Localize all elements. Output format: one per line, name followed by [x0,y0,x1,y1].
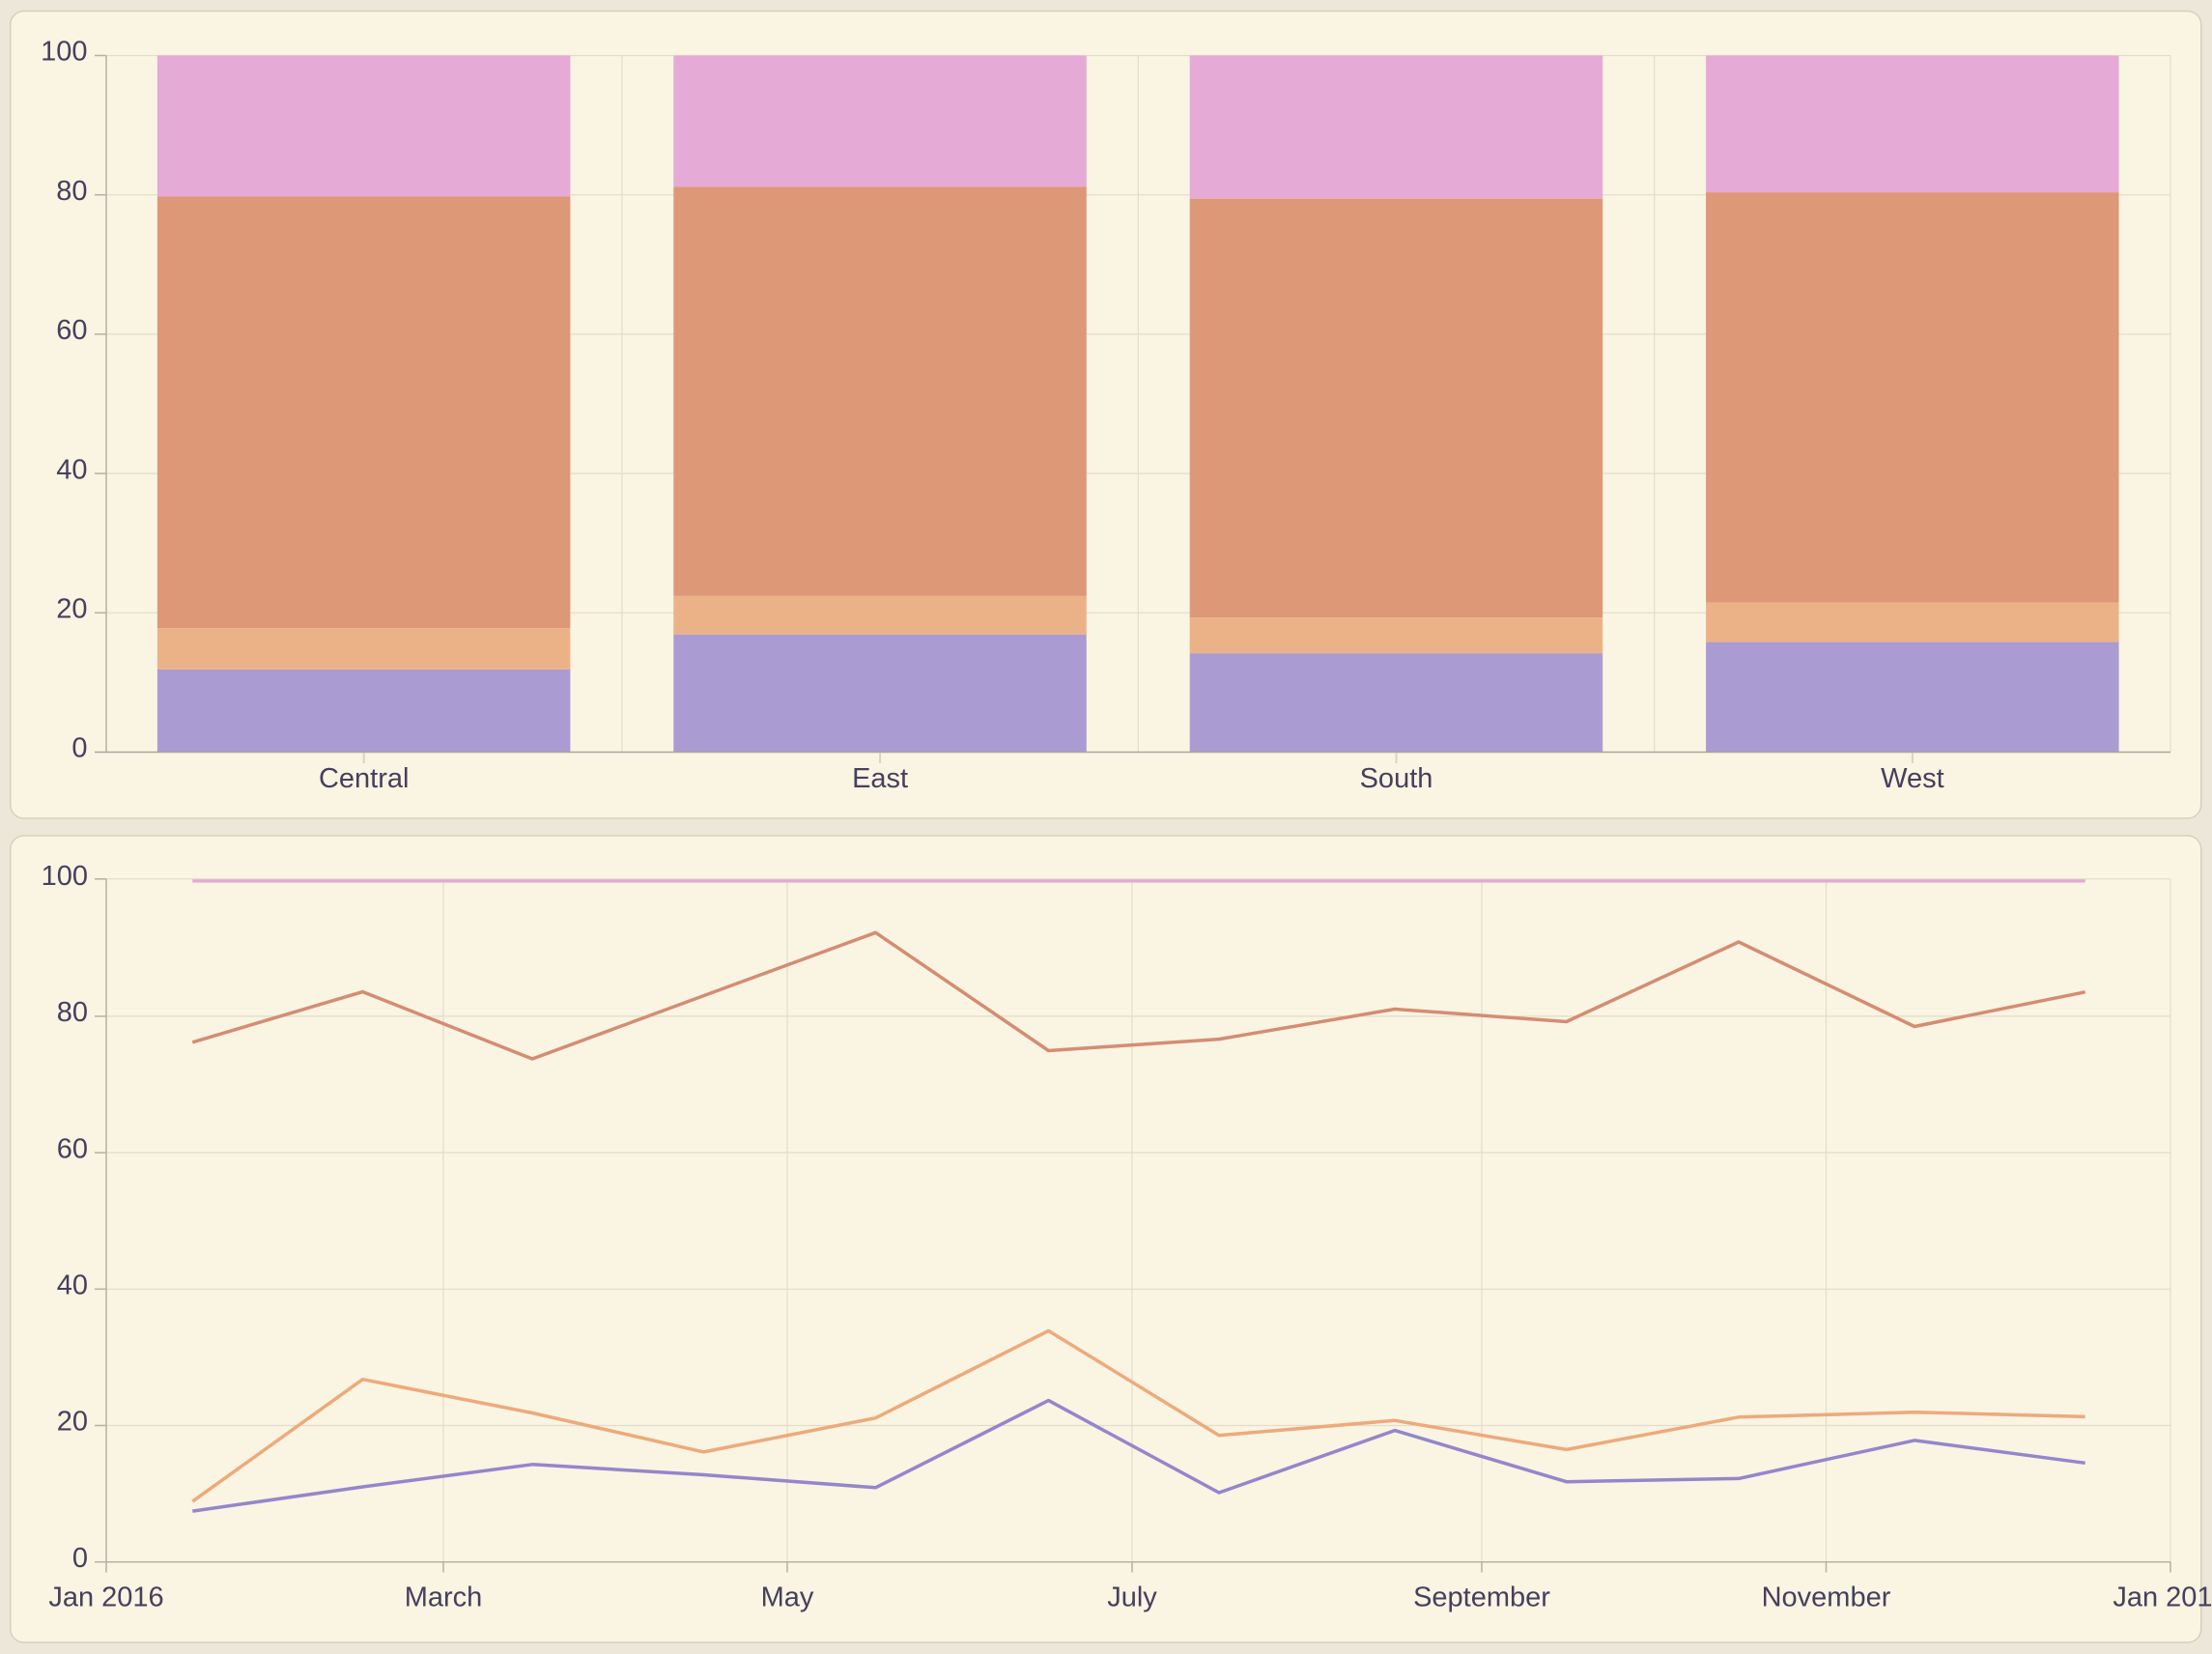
svg-text:0: 0 [71,733,87,764]
svg-text:July: July [1107,1583,1157,1613]
svg-text:Central: Central [319,763,410,794]
svg-text:60: 60 [57,1133,88,1164]
svg-text:100: 100 [42,861,88,892]
svg-text:Jan 2017: Jan 2017 [2113,1583,2212,1613]
svg-text:20: 20 [57,1407,88,1438]
svg-text:60: 60 [56,315,87,346]
svg-text:20: 20 [56,594,87,625]
svg-text:100: 100 [41,37,87,68]
svg-text:Jan 2016: Jan 2016 [48,1583,163,1613]
svg-text:November: November [1762,1583,1891,1613]
svg-text:South: South [1360,763,1433,794]
svg-text:80: 80 [57,997,88,1028]
svg-text:May: May [761,1583,814,1613]
svg-text:40: 40 [56,454,87,485]
svg-text:March: March [405,1583,483,1613]
svg-text:80: 80 [56,176,87,207]
svg-text:West: West [1881,763,1944,794]
svg-text:0: 0 [72,1543,88,1574]
svg-text:East: East [852,763,908,794]
svg-text:40: 40 [57,1270,88,1301]
svg-text:September: September [1413,1583,1550,1613]
